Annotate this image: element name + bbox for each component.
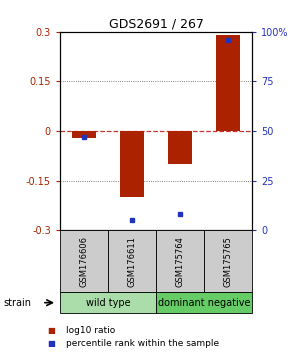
Text: GSM176606: GSM176606 (80, 235, 88, 287)
Bar (72, 131, 96, 138)
Text: strain: strain (3, 298, 31, 308)
Text: dominant negative: dominant negative (158, 298, 250, 308)
Text: percentile rank within the sample: percentile rank within the sample (66, 339, 219, 348)
Text: wild type: wild type (86, 298, 130, 308)
Text: GSM176611: GSM176611 (128, 236, 136, 286)
Bar (60, 292, 156, 313)
Text: ■: ■ (47, 326, 55, 336)
Title: GDS2691 / 267: GDS2691 / 267 (109, 18, 203, 31)
Text: ■: ■ (47, 339, 55, 348)
Text: log10 ratio: log10 ratio (66, 326, 115, 336)
Bar (156, 230, 204, 292)
Bar (156, 292, 252, 313)
Bar (108, 230, 156, 292)
Bar (120, 131, 144, 197)
Bar (168, 131, 192, 164)
Bar (60, 230, 108, 292)
Bar (204, 230, 252, 292)
Text: GSM175765: GSM175765 (224, 236, 232, 286)
Bar (216, 35, 240, 131)
Text: GSM175764: GSM175764 (176, 236, 184, 286)
